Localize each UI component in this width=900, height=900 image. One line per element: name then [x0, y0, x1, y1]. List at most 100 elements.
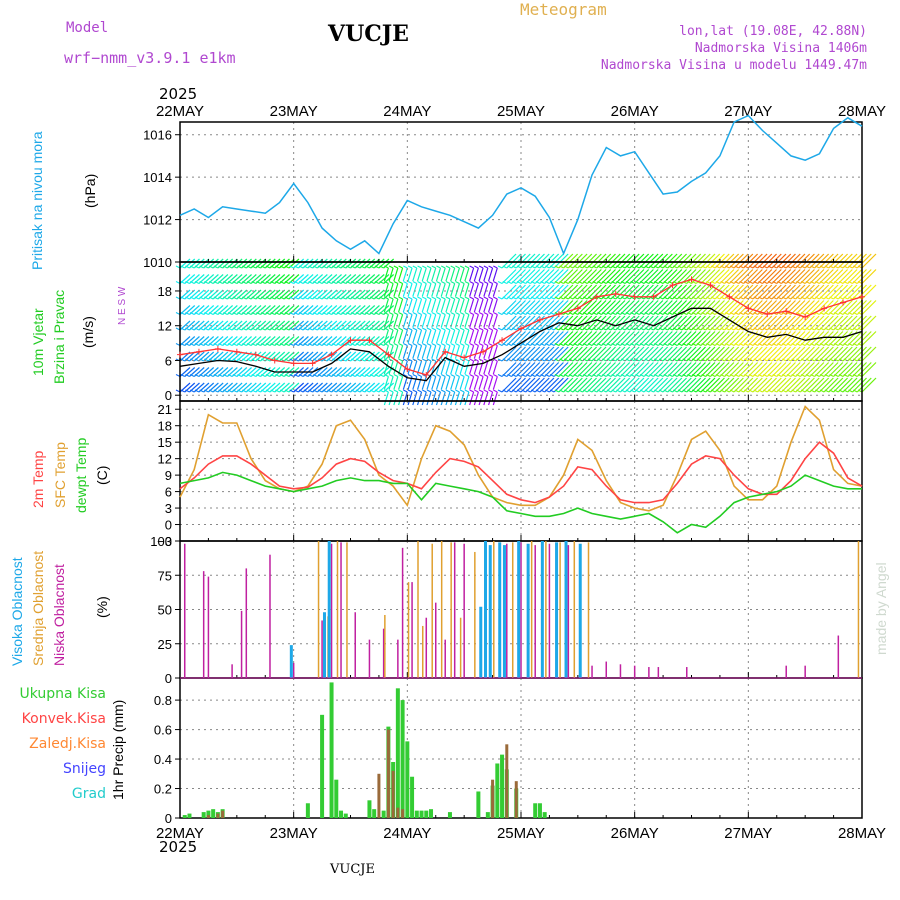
wind-barb	[833, 331, 849, 346]
wind-barb-flag	[706, 374, 711, 377]
wind-barb-flag	[189, 265, 195, 269]
wind-barb	[582, 284, 597, 300]
wind-barb	[719, 269, 735, 284]
wind-barb	[525, 331, 541, 346]
wind-barb-flag	[440, 281, 446, 284]
wind-barb	[412, 329, 418, 344]
wind-barb-flag	[464, 327, 470, 331]
wind-barb	[393, 360, 399, 375]
wind-barb	[667, 269, 683, 284]
wind-barb-flag	[289, 343, 294, 346]
wind-barb-flag	[455, 296, 460, 300]
y-tick-label: 0	[165, 671, 172, 686]
wind-barb	[795, 315, 811, 331]
wind-barb-flag	[578, 265, 583, 269]
wind-barb	[601, 331, 616, 346]
wind-barb-flag	[838, 281, 844, 284]
wind-barb	[440, 391, 446, 406]
wind-barb-flag	[597, 265, 602, 269]
wind-barb	[662, 362, 678, 377]
wind-barb-flag	[393, 281, 399, 284]
total-rain-bar	[182, 815, 187, 818]
wind-barb	[828, 331, 844, 346]
wind-barb	[620, 284, 635, 300]
wind-barb	[672, 284, 687, 300]
wind-barb-flag	[445, 327, 451, 331]
wind-barb	[483, 360, 489, 375]
wind-barb-flag	[805, 265, 811, 269]
wind-barb-flag	[781, 343, 787, 346]
wind-barb-flag	[270, 265, 275, 269]
wind-barb-flag	[403, 312, 408, 315]
wind-barb	[809, 284, 825, 300]
wind-barb-flag	[483, 389, 489, 393]
wind-barb-flag	[332, 296, 337, 300]
wind-barb	[469, 345, 475, 359]
wind-barb	[762, 331, 777, 346]
year-label-bottom: 2025	[159, 838, 198, 856]
wind-barb-flag	[488, 312, 493, 315]
wind-barb-flag	[398, 374, 403, 377]
model-label: Model	[66, 20, 109, 36]
wind-barb-flag	[583, 296, 588, 300]
wind-barb	[762, 315, 777, 331]
wind-barb-flag	[682, 327, 687, 331]
wind-barb	[686, 362, 702, 377]
wind-barb-flag	[843, 389, 849, 393]
wind-barb-flag	[303, 327, 309, 331]
wind-barb-flag	[739, 343, 744, 346]
wind-barb	[591, 346, 607, 362]
wind-barb-flag	[237, 296, 242, 300]
wind-barb-flag	[516, 265, 522, 269]
wind-barb-flag	[805, 281, 811, 284]
wind-barb	[582, 362, 597, 377]
wind-barb-flag	[767, 281, 773, 284]
total-rain-bar	[201, 812, 206, 818]
wind-barb	[648, 331, 664, 346]
wind-barb	[818, 315, 834, 331]
wind-barb-flag	[270, 374, 275, 377]
wind-barb	[771, 362, 787, 377]
wind-gust-marker	[631, 293, 638, 300]
wind-barb	[610, 377, 626, 393]
wind-barb	[828, 269, 844, 284]
wind-barb	[842, 253, 858, 269]
wind-barb-flag	[829, 358, 834, 362]
wind-barb-flag	[701, 374, 706, 377]
wind-barb-flag	[237, 327, 242, 331]
wind-barb	[710, 269, 725, 284]
wind-barb-flag	[545, 389, 550, 393]
wind-barb	[548, 331, 564, 346]
wind-barb	[412, 360, 418, 375]
wind-barb	[691, 269, 706, 284]
wind-barb	[582, 253, 597, 269]
wind-barb-flag	[635, 327, 640, 331]
wind-gust-marker	[745, 305, 752, 312]
wind-barb	[856, 331, 872, 346]
wind-barb-flag	[265, 343, 271, 346]
wind-barb-flag	[374, 312, 380, 315]
wind-barb-flag	[208, 281, 214, 284]
wind-barb-flag	[445, 296, 451, 300]
wind-barb-flag	[393, 343, 399, 346]
wind-barb	[488, 314, 494, 328]
total-rain-bar	[187, 813, 192, 818]
wind-barb	[676, 284, 692, 300]
wind-barb	[469, 314, 475, 328]
wind-barb-flag	[488, 281, 493, 284]
wind-barb-flag	[800, 374, 806, 377]
wind-barb	[757, 315, 773, 331]
wind-barb	[629, 269, 645, 284]
wind-barb-flag	[431, 312, 436, 315]
x-tick-label-top: 25MAY	[497, 103, 545, 120]
wind-barb-flag	[639, 343, 645, 346]
wind-barb	[686, 331, 702, 346]
wind-barb	[610, 284, 626, 300]
wind-barb-flag	[810, 265, 815, 269]
wind-barb	[567, 269, 583, 284]
wind-barb-flag	[815, 343, 820, 346]
wind-barb	[553, 331, 569, 346]
wind-barb-flag	[256, 374, 261, 377]
wind-barb-flag	[530, 343, 536, 346]
wind-barb-flag	[199, 312, 204, 315]
